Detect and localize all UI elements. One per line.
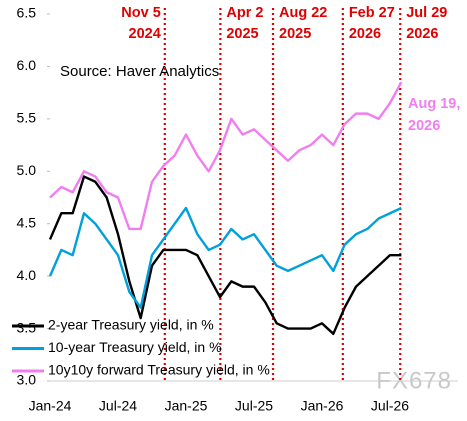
event-label: Feb 27 [349,5,395,21]
end-label: 2026 [408,118,440,134]
event-label: 2024 [129,26,161,42]
series-line [48,175,402,336]
y-tick-label: 5.0 [17,162,37,178]
series-line [49,81,403,231]
event-label: Apr 2 [226,5,263,21]
event-label: Nov 5 [121,5,161,21]
y-tick-label: 4.5 [17,214,37,230]
event-label: 2026 [349,26,381,42]
event-label: Jul 29 [406,5,447,21]
series-line [48,206,402,309]
event-label: 2026 [406,26,438,42]
legend-label: 10y10y forward Treasury yield, in % [48,362,270,378]
y-tick-label: 6.0 [17,57,37,73]
x-tick-label: Jan-26 [301,398,344,414]
y-tick-label: 6.5 [17,5,37,21]
event-label: Aug 22 [279,5,327,21]
y-tick-label: 3.0 [17,372,37,388]
legend-label: 10-year Treasury yield, in % [48,339,222,355]
end-label: Aug 19, [408,96,460,112]
y-tick-label: 5.5 [17,110,37,126]
legend-label: 2-year Treasury yield, in % [48,317,214,333]
x-tick-label: Jan-25 [165,398,208,414]
x-tick-label: Jan-24 [29,398,72,414]
x-tick-label: Jul-24 [99,398,137,414]
x-tick-label: Jul-26 [371,398,409,414]
event-label: 2025 [279,26,311,42]
source: Source: Haver Analytics [60,63,219,80]
y-tick-label: 4.0 [17,267,37,283]
event-label: 2025 [226,26,258,42]
x-tick-label: Jul-25 [235,398,273,414]
